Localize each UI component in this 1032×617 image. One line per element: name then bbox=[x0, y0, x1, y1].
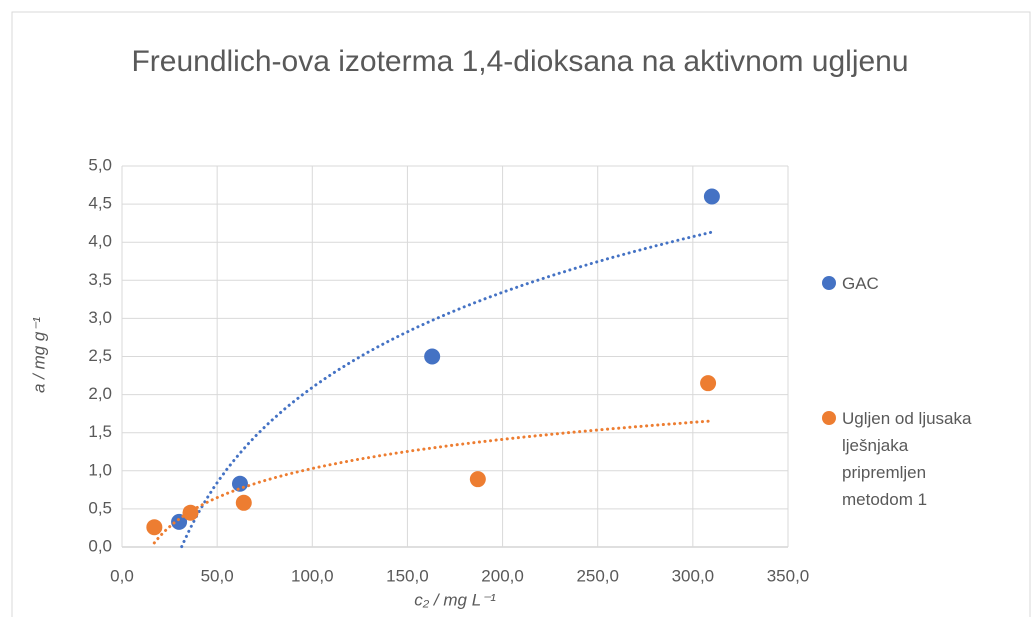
data-point bbox=[703, 188, 720, 205]
y-tick-label: 3,5 bbox=[88, 270, 112, 289]
y-tick-label: 5,0 bbox=[88, 155, 112, 174]
legend-label: GAC bbox=[842, 274, 879, 293]
x-axis-title: c₂ / mg L⁻¹ bbox=[414, 590, 496, 609]
data-point bbox=[469, 471, 486, 488]
x-tick-label: 0,0 bbox=[110, 566, 134, 585]
y-tick-label: 4,0 bbox=[88, 232, 112, 251]
x-tick-label: 300,0 bbox=[672, 566, 715, 585]
data-point bbox=[146, 519, 163, 536]
legend-marker bbox=[822, 276, 836, 290]
y-tick-label: 1,5 bbox=[88, 422, 112, 441]
legend-entry: Ugljen od ljusaka lješnjaka pripremljen … bbox=[822, 405, 1022, 513]
x-tick-label: 50,0 bbox=[201, 566, 234, 585]
data-point bbox=[231, 475, 248, 492]
data-point bbox=[235, 494, 252, 511]
y-tick-label: 2,0 bbox=[88, 384, 112, 403]
legend-marker bbox=[822, 411, 836, 425]
x-tick-label: 200,0 bbox=[481, 566, 524, 585]
data-point bbox=[700, 375, 717, 392]
data-point bbox=[182, 504, 199, 521]
y-tick-label: 0,5 bbox=[88, 498, 112, 517]
y-axis-title: a / mg g⁻¹ bbox=[29, 317, 48, 393]
y-tick-label: 2,5 bbox=[88, 346, 112, 365]
y-tick-label: 4,5 bbox=[88, 194, 112, 213]
chart-title: Freundlich-ova izoterma 1,4-dioksana na … bbox=[131, 45, 909, 78]
y-tick-label: 0,0 bbox=[88, 536, 112, 555]
legend-entry: GAC bbox=[822, 270, 1022, 297]
x-tick-label: 150,0 bbox=[386, 566, 429, 585]
trendline bbox=[180, 230, 714, 549]
y-tick-label: 1,0 bbox=[88, 460, 112, 479]
chart-border bbox=[11, 11, 1031, 617]
legend-label: Ugljen od ljusaka lješnjaka pripremljen … bbox=[842, 409, 972, 509]
data-point bbox=[424, 348, 441, 365]
y-tick-label: 3,0 bbox=[88, 308, 112, 327]
x-tick-label: 100,0 bbox=[291, 566, 334, 585]
x-tick-label: 350,0 bbox=[767, 566, 810, 585]
x-tick-label: 250,0 bbox=[576, 566, 619, 585]
